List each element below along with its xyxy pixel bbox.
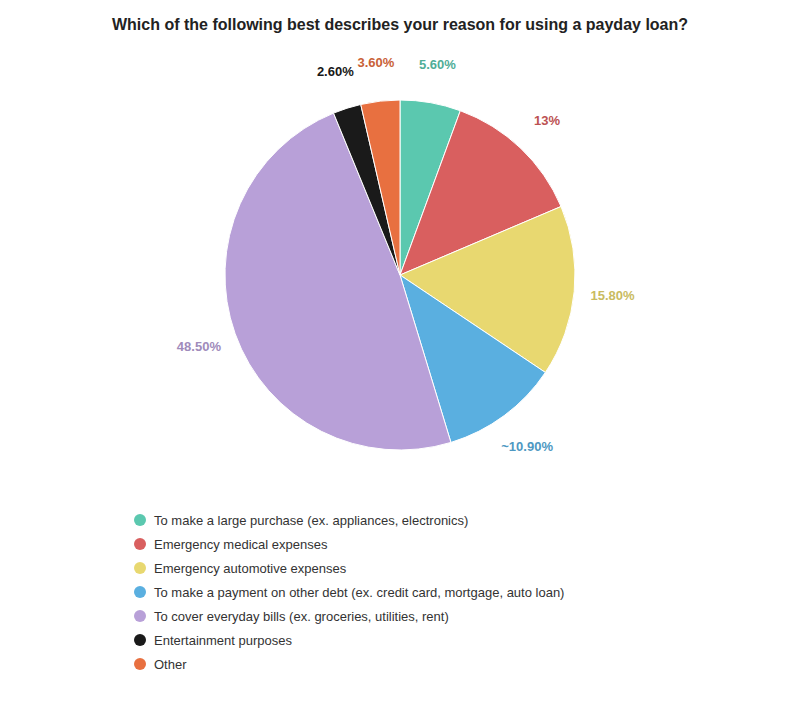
chart: Which of the following best describes yo…: [0, 0, 800, 722]
slices: [225, 100, 575, 450]
legend-item: Emergency automotive expenses: [134, 561, 347, 576]
legend-item: To make a payment on other debt (ex. cre…: [134, 585, 564, 600]
data-label: 15.80%: [591, 288, 636, 303]
legend-swatch: [134, 634, 146, 646]
slice: [361, 100, 400, 275]
data-label: 3.60%: [357, 55, 394, 70]
legend-item: To cover everyday bills (ex. groceries, …: [134, 609, 449, 624]
legend-label: Other: [154, 657, 187, 672]
legend-item: Other: [134, 657, 187, 672]
legend-label: To make a payment on other debt (ex. cre…: [154, 585, 564, 600]
legend-swatch: [134, 658, 146, 670]
data-label: 2.60%: [317, 64, 354, 79]
legend: To make a large purchase (ex. appliances…: [134, 513, 564, 672]
legend-label: To cover everyday bills (ex. groceries, …: [154, 609, 449, 624]
title: Which of the following best describes yo…: [112, 16, 688, 33]
legend-label: Entertainment purposes: [154, 633, 293, 648]
data-label: 13%: [534, 113, 560, 128]
slice: [225, 113, 451, 450]
legend-item: Entertainment purposes: [134, 633, 293, 648]
pie: 5.60% 13% 15.80% ~10.90% 48.50% 2.60%3.60%: [177, 55, 635, 454]
legend-label: Emergency medical expenses: [154, 537, 328, 552]
legend-item: To make a large purchase (ex. appliances…: [134, 513, 468, 528]
legend-label: Emergency automotive expenses: [154, 561, 347, 576]
legend-label: To make a large purchase (ex. appliances…: [154, 513, 468, 528]
legend-swatch: [134, 514, 146, 526]
legend-swatch: [134, 538, 146, 550]
data-label: ~10.90%: [501, 439, 553, 454]
legend-swatch: [134, 586, 146, 598]
legend-item: Emergency medical expenses: [134, 537, 328, 552]
legend-swatch: [134, 562, 146, 574]
data-label: 48.50%: [177, 339, 222, 354]
data-label: 5.60%: [419, 57, 456, 72]
data-labels: 5.60% 13% 15.80% ~10.90% 48.50% 2.60%3.60%: [177, 55, 635, 454]
legend-swatch: [134, 610, 146, 622]
